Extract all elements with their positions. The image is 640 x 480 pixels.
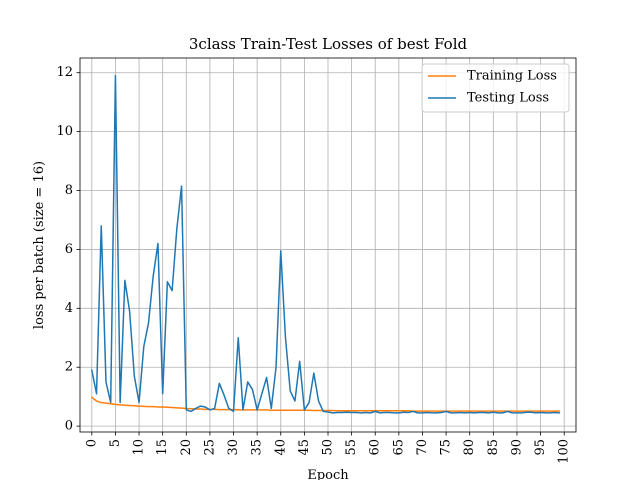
legend-label-training: Training Loss xyxy=(467,69,557,84)
x-tick-label: 80 xyxy=(462,439,477,456)
y-tick-label: 10 xyxy=(56,124,73,139)
x-tick-label: 30 xyxy=(226,439,241,456)
x-tick-label: 10 xyxy=(132,439,147,456)
y-tick-label: 2 xyxy=(65,360,73,375)
legend-box xyxy=(421,63,570,113)
x-tick-label: 55 xyxy=(344,439,359,456)
x-tick-label: 45 xyxy=(297,439,312,456)
x-tick-label: 20 xyxy=(179,439,194,456)
y-axis-ticks: 0 2 4 6 8 10 12 xyxy=(56,65,80,434)
series-lines xyxy=(91,74,561,414)
x-tick-label: 95 xyxy=(533,439,548,456)
x-tick-label: 40 xyxy=(273,439,288,456)
y-tick-label: 6 xyxy=(65,242,73,257)
x-tick-label: 70 xyxy=(415,439,430,456)
x-tick-label: 90 xyxy=(509,439,524,456)
x-axis-label: Epoch xyxy=(307,468,349,480)
x-tick-label: 65 xyxy=(391,439,406,456)
y-tick-label: 12 xyxy=(56,65,73,80)
y-tick-label: 8 xyxy=(65,183,73,198)
x-tick-label: 100 xyxy=(557,439,572,464)
x-tick-label: 75 xyxy=(439,439,454,456)
series-line-testing xyxy=(91,74,561,414)
legend: Training Loss Testing Loss xyxy=(421,63,570,113)
series-line-training xyxy=(91,396,561,412)
y-tick-label: 4 xyxy=(65,301,73,316)
y-tick-label: 0 xyxy=(65,419,73,434)
x-tick-label: 5 xyxy=(108,439,123,447)
grid xyxy=(80,58,576,432)
x-tick-label: 50 xyxy=(321,439,336,456)
x-tick-label: 0 xyxy=(84,439,99,447)
y-axis-label: loss per batch (size = 16) xyxy=(32,161,47,329)
chart-title: 3class Train-Test Losses of best Fold xyxy=(189,35,468,53)
x-axis-ticks: 0 5 10 15 20 25 30 35 40 45 50 55 60 65 70 75 80 85 90 95 10… xyxy=(84,432,572,464)
x-tick-label: 25 xyxy=(202,439,217,456)
legend-label-testing: Testing Loss xyxy=(467,91,549,106)
x-tick-label: 85 xyxy=(486,439,501,456)
x-tick-label: 60 xyxy=(368,439,383,456)
x-tick-label: 15 xyxy=(155,439,170,456)
x-tick-label: 35 xyxy=(250,439,265,456)
